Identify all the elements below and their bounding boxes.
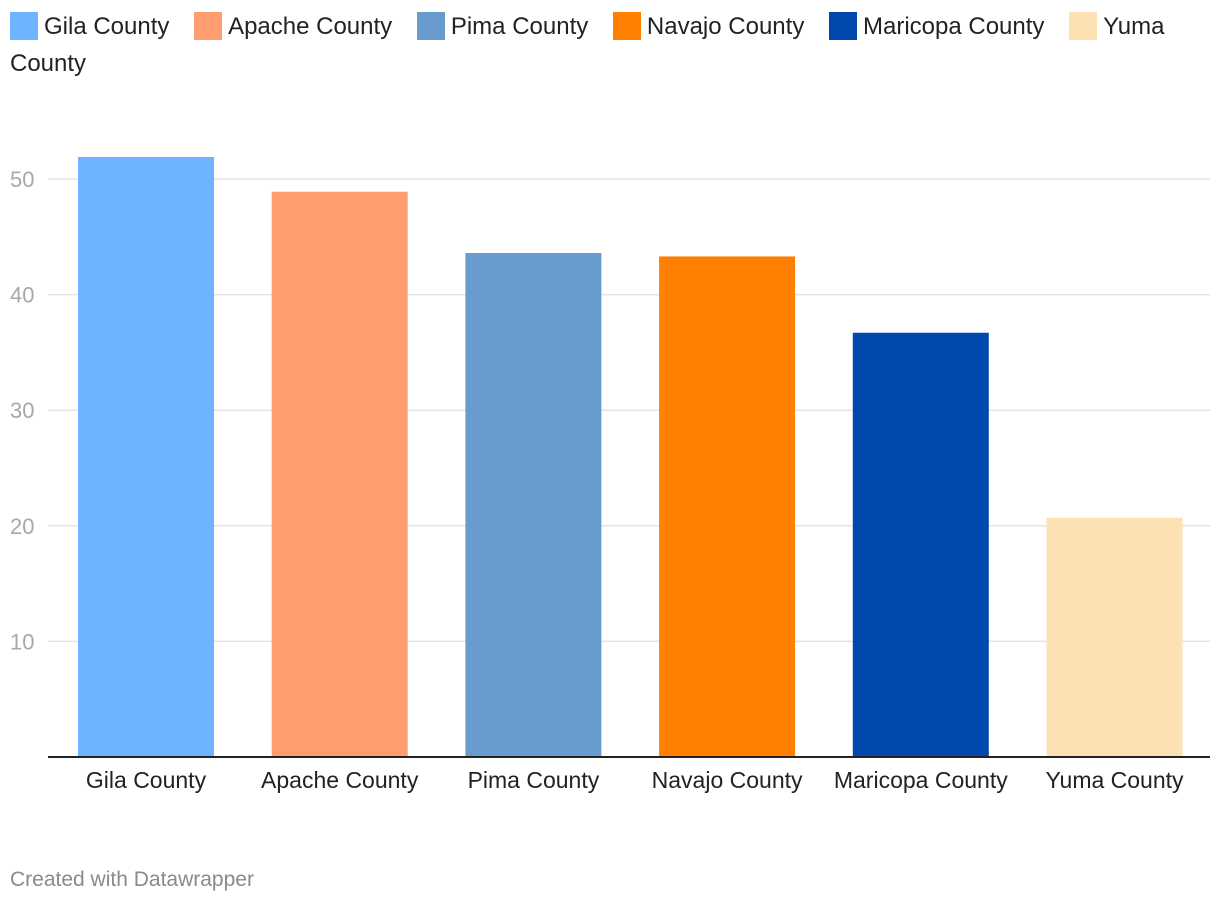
x-tick-label: Maricopa County [834, 767, 1008, 793]
y-tick-label: 40 [10, 283, 34, 308]
legend-item: Apache County [194, 12, 393, 40]
legend-item: Gila County [10, 12, 170, 40]
legend-item: Yuma County [10, 12, 1165, 77]
legend-swatch [194, 12, 223, 40]
y-tick-label: 10 [10, 629, 34, 654]
y-tick-label: 20 [10, 514, 34, 539]
legend-swatch [10, 12, 38, 40]
y-tick-label: 50 [10, 167, 34, 192]
legend-label: Maricopa County [863, 13, 1045, 40]
legend-label: Pima County [450, 13, 589, 40]
bar [78, 157, 214, 757]
legend-item: Pima County [416, 12, 589, 40]
legend-label: Gila County [44, 13, 170, 40]
legend-swatch [612, 12, 641, 40]
legend-label: Yuma County [10, 13, 1165, 77]
legend-swatch [829, 12, 857, 40]
legend-label: Navajo County [646, 13, 805, 40]
credit-text: Created with Datawrapper [10, 868, 254, 891]
x-tick-label: Navajo County [652, 767, 803, 793]
legend-label: Apache County [228, 13, 393, 40]
legend-item: Maricopa County [829, 12, 1045, 40]
legend-swatch [416, 12, 445, 40]
x-tick-label: Yuma County [1045, 767, 1184, 793]
chart-legend: Gila County Apache County Pima County Na… [10, 8, 1210, 82]
bar [852, 332, 989, 757]
legend-swatch [1069, 12, 1098, 40]
y-tick-label: 30 [10, 398, 34, 423]
bar [465, 252, 602, 757]
bar [271, 191, 408, 757]
x-tick-label: Apache County [261, 767, 419, 793]
bar [659, 256, 796, 757]
x-tick-label: Gila County [86, 767, 207, 793]
legend-item: Navajo County [612, 12, 805, 40]
bar [1046, 517, 1183, 757]
x-tick-label: Pima County [468, 767, 600, 793]
